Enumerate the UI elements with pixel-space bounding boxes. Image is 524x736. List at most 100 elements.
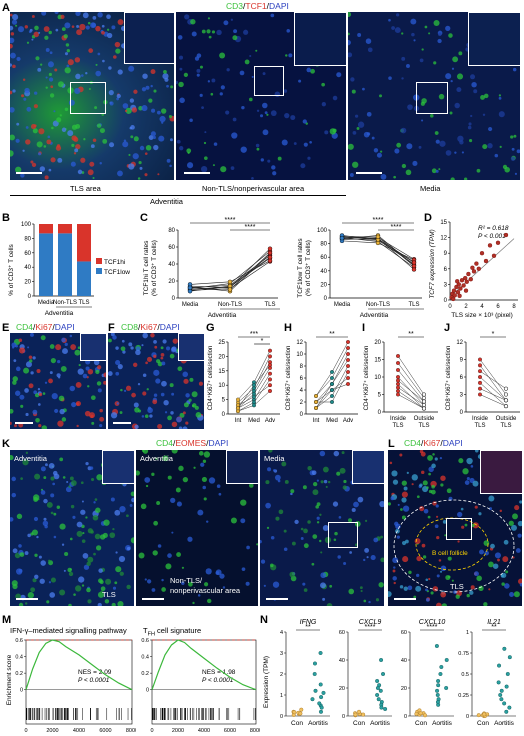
nes-left: NES = 2.09 xyxy=(78,669,112,676)
cell-dot xyxy=(502,164,508,170)
cell-dot xyxy=(52,120,59,127)
cell-dot xyxy=(470,114,473,118)
cell-dot xyxy=(474,571,479,577)
cell-dot xyxy=(16,513,23,520)
data-point xyxy=(478,386,482,391)
cell-dot xyxy=(391,470,398,477)
cell-dot xyxy=(502,556,509,563)
cell-dot xyxy=(75,402,79,406)
cell-dot xyxy=(283,89,288,93)
cell-dot xyxy=(469,139,473,143)
cell-dot xyxy=(303,543,309,549)
data-point xyxy=(346,358,350,362)
cell-dot xyxy=(115,371,120,376)
cell-dot xyxy=(320,572,327,579)
x-tick-label: Int xyxy=(313,418,320,424)
cell-dot xyxy=(128,65,135,72)
cell-dot xyxy=(77,169,83,175)
cell-dot xyxy=(162,455,169,462)
cell-dot xyxy=(207,17,211,20)
cell-dot xyxy=(131,392,136,398)
cell-dot xyxy=(158,135,165,142)
cell-dot xyxy=(271,165,276,170)
cell-dot xyxy=(393,175,396,179)
cell-dot xyxy=(199,93,203,97)
legend-label-hi: TCF1hi xyxy=(104,259,125,266)
zoom-inset xyxy=(178,333,204,361)
cell-dot xyxy=(401,515,406,520)
cell-dot xyxy=(75,382,82,388)
cell-dot xyxy=(231,132,238,139)
cell-dot xyxy=(294,519,299,525)
data-point xyxy=(483,258,489,264)
cell-dot xyxy=(10,37,15,44)
cell-dot xyxy=(145,145,152,151)
x-tick-label: Media xyxy=(182,302,199,308)
cell-dot xyxy=(283,547,288,552)
cell-dot xyxy=(151,108,156,113)
cell-dot xyxy=(142,391,147,396)
panel-letter-g: G xyxy=(206,322,215,334)
cell-dot xyxy=(68,603,72,606)
y-tick-label: 0 xyxy=(222,412,226,418)
cell-dot xyxy=(19,552,25,557)
cell-dot xyxy=(54,408,59,414)
aortitis-point xyxy=(317,701,322,706)
cell-dot xyxy=(95,507,101,513)
stain-eomes: EOMES xyxy=(175,438,207,448)
x-tick-label: Non-TLS xyxy=(53,300,77,306)
cell-dot xyxy=(82,532,85,535)
cell-dot xyxy=(167,475,172,480)
stain-cd4: CD4 xyxy=(404,438,422,448)
cell-dot xyxy=(49,51,53,55)
y-tick-label: 100 xyxy=(21,222,32,228)
data-point xyxy=(339,235,345,241)
cell-dot xyxy=(100,590,104,594)
chart-c-right: TCF1low T cell rates (% of CD3⁺ T cells)… xyxy=(297,217,424,319)
cell-dot xyxy=(97,388,102,393)
cell-dot xyxy=(38,128,45,135)
cell-dot xyxy=(130,135,134,139)
cell-dot xyxy=(399,453,403,457)
cell-dot xyxy=(98,578,103,584)
cell-dot xyxy=(378,582,384,588)
x-tick-label: 8000 xyxy=(126,728,136,734)
enrichment-curve xyxy=(25,639,133,691)
chart-c-right-xgroup: Adventitia xyxy=(360,312,389,319)
cell-dot xyxy=(146,388,149,391)
cell-dot xyxy=(216,484,221,489)
cell-dot xyxy=(53,110,56,113)
cell-dot xyxy=(370,555,376,561)
zoom-box xyxy=(254,66,284,96)
cell-dot xyxy=(517,533,522,538)
cell-dot xyxy=(423,508,429,514)
cell-dot xyxy=(104,599,110,604)
aortitis-point xyxy=(499,697,504,702)
y-tick-label: 0 xyxy=(172,296,176,302)
data-point xyxy=(314,406,318,410)
cell-dot xyxy=(509,592,515,597)
con-point xyxy=(353,712,358,717)
cell-dot xyxy=(62,348,68,355)
cell-dot xyxy=(232,117,237,122)
cell-dot xyxy=(18,338,23,342)
paired-line xyxy=(397,362,425,399)
cell-dot xyxy=(466,457,473,465)
cell-dot xyxy=(343,479,347,484)
legend-swatch-low xyxy=(96,268,102,274)
aortitis-point xyxy=(507,705,512,710)
y-tick-label: 5 xyxy=(222,398,226,404)
stain-title-k: CD4/EOMES/DAPI xyxy=(156,438,228,448)
cell-dot xyxy=(117,170,123,177)
cell-dot xyxy=(129,98,135,103)
cell-dot xyxy=(75,73,81,80)
cell-dot xyxy=(348,588,355,595)
cell-dot xyxy=(325,485,328,488)
data-point xyxy=(478,363,482,368)
cell-dot xyxy=(241,567,246,572)
cell-dot xyxy=(392,576,397,581)
panel-letter-h: H xyxy=(284,322,292,334)
cell-dot xyxy=(49,93,55,98)
cell-dot xyxy=(211,78,216,83)
cell-dot xyxy=(251,176,254,180)
